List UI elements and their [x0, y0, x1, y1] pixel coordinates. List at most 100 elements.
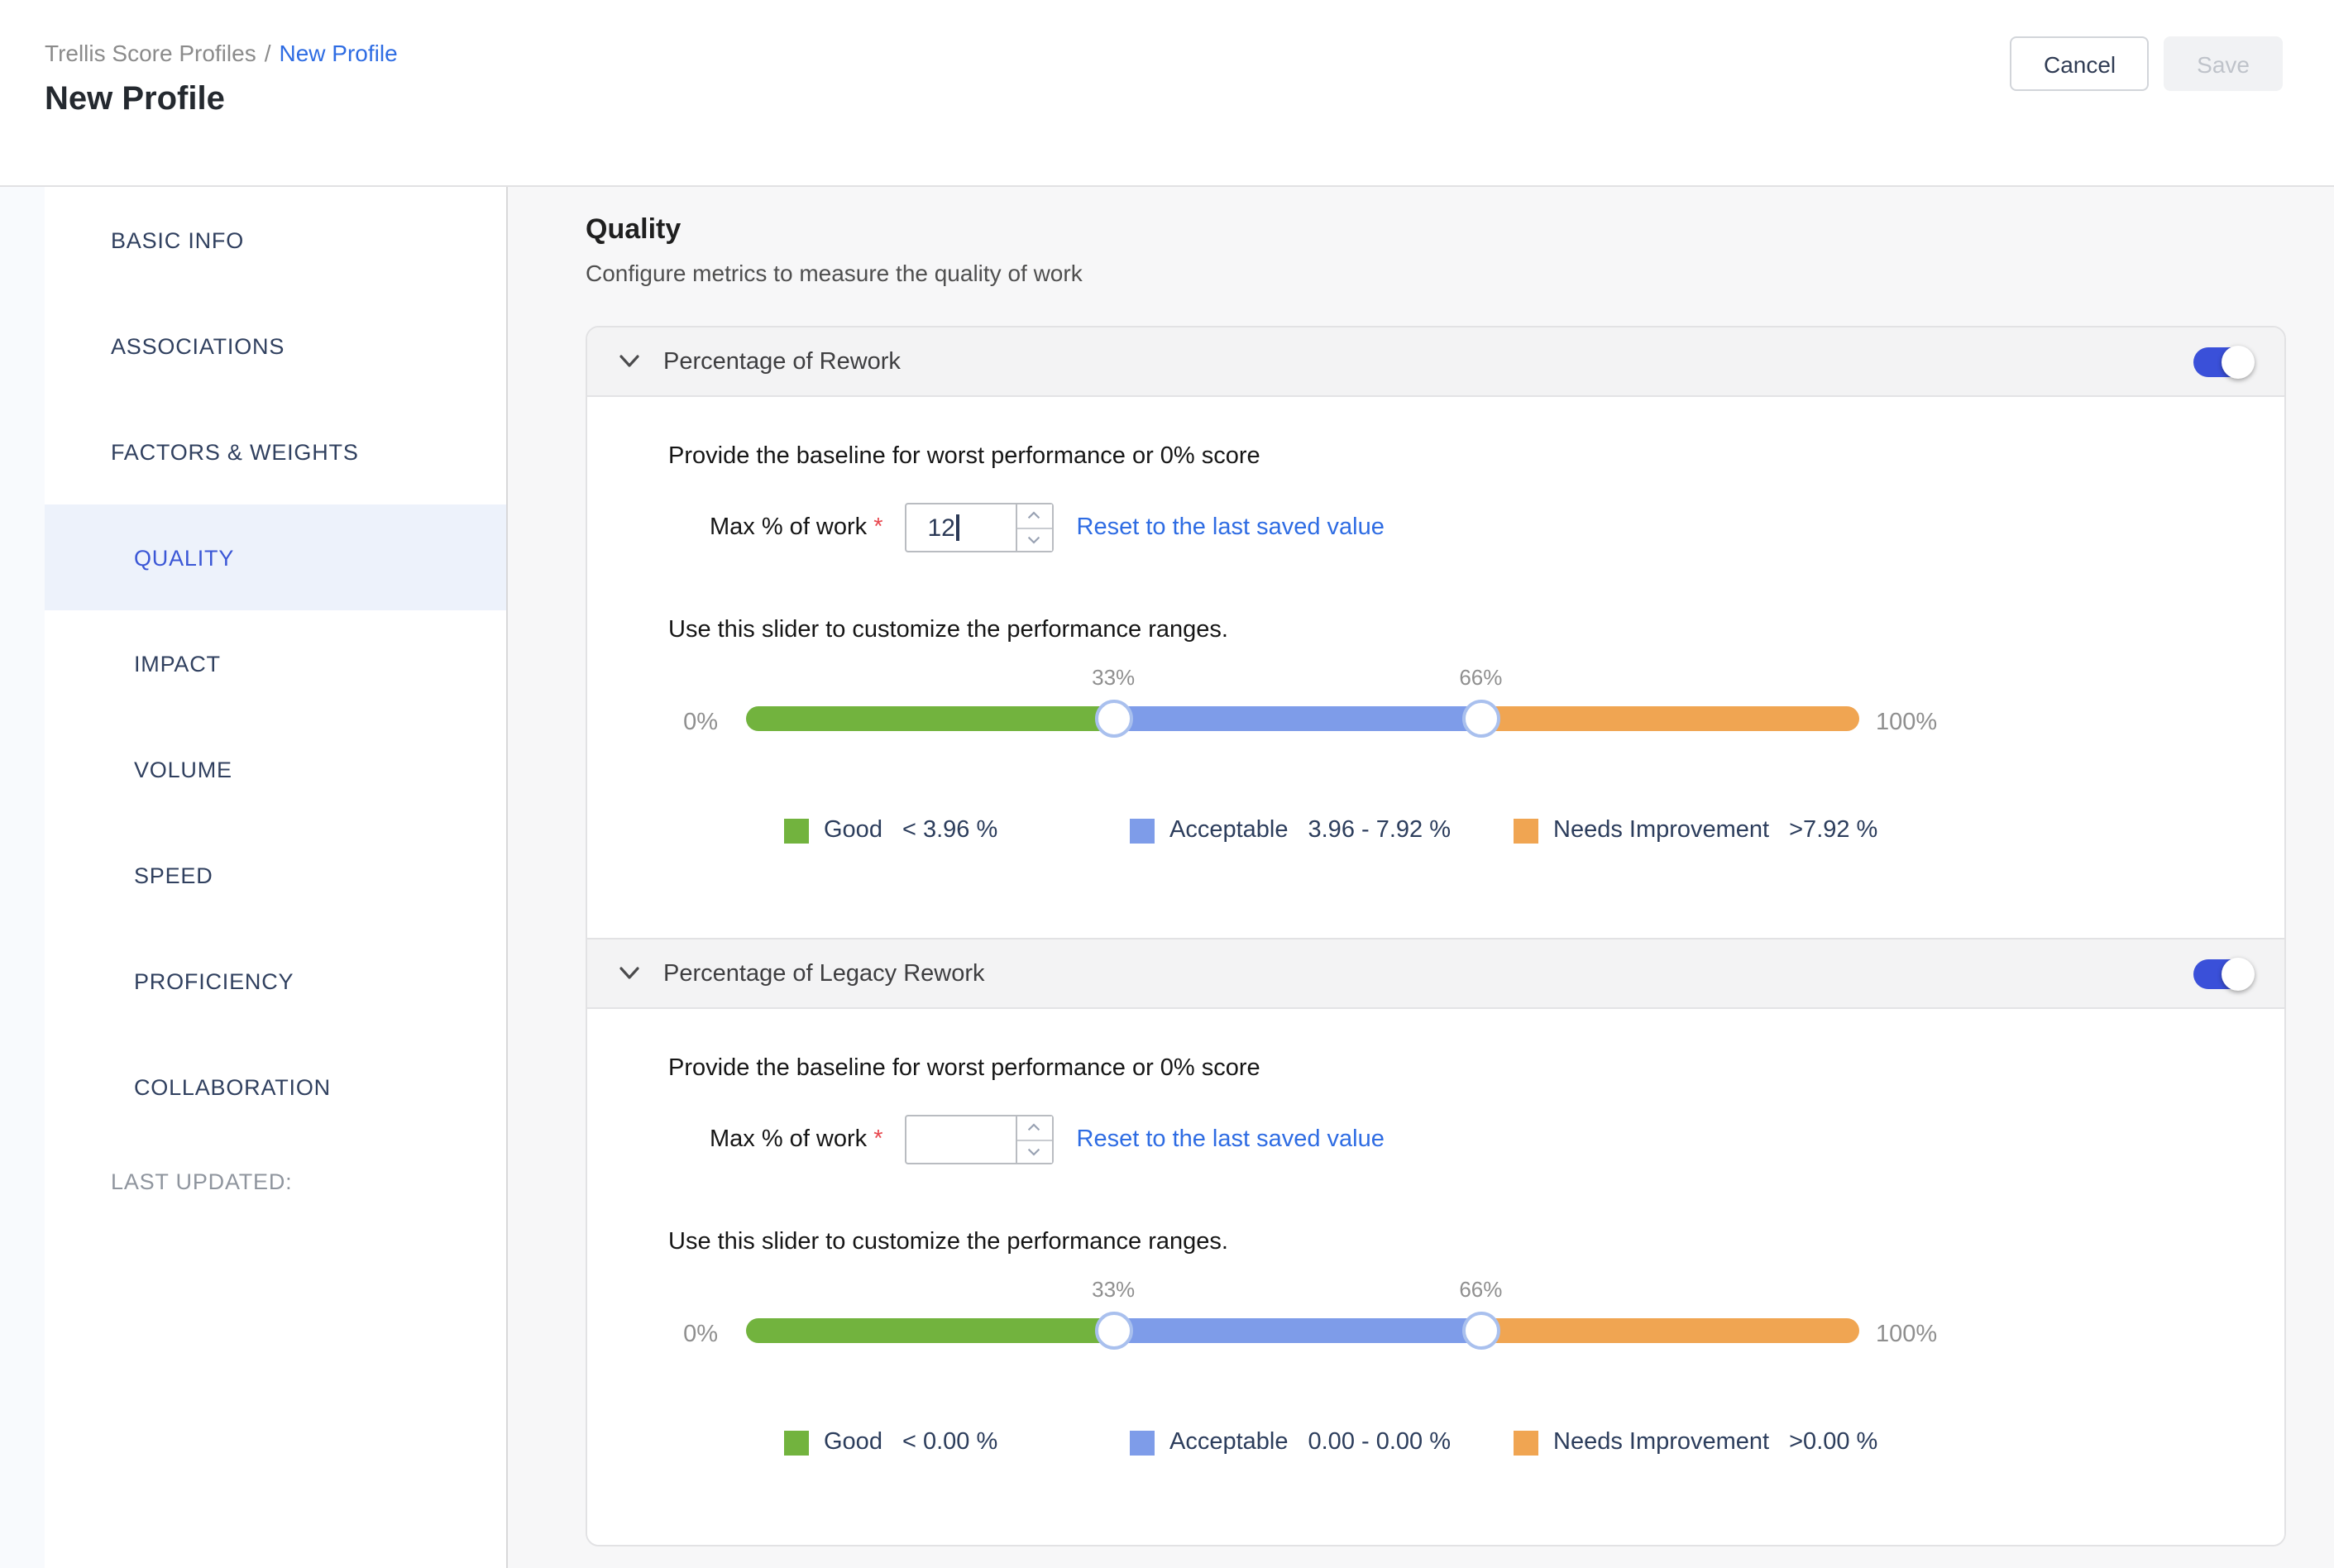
sidebar-item-volume[interactable]: VOLUME: [134, 757, 232, 782]
legend-label: Good: [824, 1429, 882, 1456]
legend-item-acceptable: Acceptable 0.00 - 0.00 %: [1130, 1429, 1451, 1456]
slider-handle-high[interactable]: [1461, 1312, 1500, 1350]
legend-range: >7.92 %: [1789, 817, 1878, 844]
chevron-down-icon: [619, 967, 639, 979]
slider-handle-high[interactable]: [1461, 700, 1500, 738]
text-cursor: [956, 514, 959, 541]
legend-item-good: Good < 0.00 %: [784, 1429, 997, 1456]
chevron-up-icon: [1028, 1123, 1040, 1131]
legend-range: < 0.00 %: [902, 1429, 998, 1456]
slider-threshold-low-label: 33%: [1092, 665, 1136, 690]
section-percentage-of-legacy-rework: Percentage of Legacy Rework Provide the …: [587, 938, 2284, 1545]
legend-item-acceptable: Acceptable 3.96 - 7.92 %: [1130, 817, 1451, 844]
spinner-down-button[interactable]: [1016, 1139, 1052, 1163]
content-row: BASIC INFO ASSOCIATIONS FACTORS & WEIGHT…: [0, 187, 2334, 1568]
performance-slider[interactable]: 33% 66%: [746, 1277, 1859, 1370]
legacy-rework-section-title: Percentage of Legacy Rework: [663, 960, 985, 987]
legend-item-good: Good < 3.96 %: [784, 817, 997, 844]
page-title: New Profile: [45, 81, 225, 117]
sidebar-item-impact[interactable]: IMPACT: [134, 651, 221, 676]
number-spinner: [1015, 1116, 1052, 1163]
baseline-instruction: Provide the baseline for worst performan…: [668, 443, 1260, 470]
legend-label: Needs Improvement: [1553, 817, 1770, 844]
slider-handle-low[interactable]: [1094, 1312, 1133, 1350]
rework-section-header[interactable]: Percentage of Rework: [587, 327, 2284, 397]
legacy-rework-toggle[interactable]: [2193, 957, 2255, 990]
cancel-button[interactable]: Cancel: [2010, 36, 2150, 91]
sidebar-item-quality[interactable]: QUALITY: [45, 504, 506, 610]
slider-max-label: 100%: [1876, 1322, 1938, 1348]
sidebar-item-factors-weights[interactable]: FACTORS & WEIGHTS: [111, 439, 359, 464]
sidebar: BASIC INFO ASSOCIATIONS FACTORS & WEIGHT…: [45, 187, 508, 1568]
quality-metrics-card: Percentage of Rework Provide the baselin…: [586, 326, 2286, 1546]
sidebar-item-associations[interactable]: ASSOCIATIONS: [111, 333, 285, 358]
max-percent-input[interactable]: 12: [904, 503, 1054, 552]
breadcrumb-separator: /: [264, 40, 271, 66]
chevron-down-icon: [1028, 1148, 1040, 1156]
slider-threshold-high-label: 66%: [1459, 1277, 1503, 1302]
performance-legend: Good < 0.00 % Acceptable 0.00 - 0.00 % N…: [668, 1429, 2284, 1459]
max-percent-value: [906, 1116, 1016, 1163]
last-updated-label: LAST UPDATED:: [111, 1169, 293, 1193]
reset-link[interactable]: Reset to the last saved value: [1076, 514, 1385, 541]
slider-track[interactable]: [746, 1318, 1859, 1343]
slider-track[interactable]: [746, 706, 1859, 731]
section-percentage-of-rework: Percentage of Rework Provide the baselin…: [587, 327, 2284, 938]
breadcrumb-root: Trellis Score Profiles: [45, 40, 256, 66]
chevron-down-icon: [619, 355, 639, 367]
legend-range: 0.00 - 0.00 %: [1308, 1429, 1452, 1456]
slider-segment-needs-improvement: [1480, 1318, 1859, 1343]
toggle-knob: [2222, 957, 2255, 990]
chevron-up-icon: [1028, 511, 1040, 519]
performance-slider[interactable]: 33% 66%: [746, 665, 1859, 758]
good-color-swatch: [784, 818, 809, 843]
section-page-subtitle: Configure metrics to measure the quality…: [586, 260, 1083, 286]
slider-instruction: Use this slider to customize the perform…: [668, 1229, 1228, 1255]
legend-item-needs-improvement: Needs Improvement >0.00 %: [1514, 1429, 1877, 1456]
slider-segment-needs-improvement: [1480, 706, 1859, 731]
spinner-up-button[interactable]: [1016, 1116, 1052, 1139]
legend-range: >0.00 %: [1789, 1429, 1878, 1456]
max-percent-field-row: Max % of work *: [668, 1115, 2284, 1164]
spinner-down-button[interactable]: [1016, 527, 1052, 551]
max-percent-label: Max % of work: [710, 1126, 868, 1153]
slider-threshold-high-label: 66%: [1459, 665, 1503, 690]
chevron-down-icon: [1028, 536, 1040, 544]
rework-toggle[interactable]: [2193, 345, 2255, 378]
performance-legend: Good < 3.96 % Acceptable 3.96 - 7.92 % N…: [668, 817, 2284, 847]
save-button[interactable]: Save: [2164, 36, 2283, 91]
legacy-rework-section-header[interactable]: Percentage of Legacy Rework: [587, 939, 2284, 1009]
spinner-up-button[interactable]: [1016, 504, 1052, 527]
legend-range: 3.96 - 7.92 %: [1308, 817, 1452, 844]
legend-label: Acceptable: [1169, 1429, 1289, 1456]
sidebar-item-collaboration[interactable]: COLLABORATION: [134, 1074, 331, 1099]
sidebar-item-basic-info[interactable]: BASIC INFO: [111, 227, 245, 252]
required-asterisk: *: [873, 1126, 883, 1153]
sidebar-item-proficiency[interactable]: PROFICIENCY: [134, 968, 294, 993]
baseline-instruction: Provide the baseline for worst performan…: [668, 1055, 1260, 1082]
legend-label: Needs Improvement: [1553, 1429, 1770, 1456]
rework-section-title: Percentage of Rework: [663, 348, 901, 375]
slider-segment-good: [746, 706, 1114, 731]
main-panel: Quality Configure metrics to measure the…: [508, 187, 2334, 1568]
slider-handle-low[interactable]: [1094, 700, 1133, 738]
slider-segment-acceptable: [1113, 706, 1481, 731]
max-percent-input[interactable]: [904, 1115, 1054, 1164]
slider-max-label: 100%: [1876, 710, 1938, 736]
slider-min-label: 0%: [683, 1322, 718, 1348]
legacy-rework-section-body: Provide the baseline for worst performan…: [587, 1009, 2284, 1545]
rework-section-body: Provide the baseline for worst performan…: [587, 397, 2284, 938]
slider-segment-good: [746, 1318, 1114, 1343]
legend-range: < 3.96 %: [902, 817, 998, 844]
breadcrumb-current-link[interactable]: New Profile: [279, 40, 398, 66]
needs-improvement-color-swatch: [1514, 1430, 1538, 1455]
max-percent-label: Max % of work: [710, 514, 868, 541]
legend-item-needs-improvement: Needs Improvement >7.92 %: [1514, 817, 1877, 844]
required-asterisk: *: [873, 514, 883, 541]
acceptable-color-swatch: [1130, 818, 1155, 843]
sidebar-item-speed[interactable]: SPEED: [134, 863, 213, 887]
breadcrumb: Trellis Score Profiles / New Profile: [45, 40, 2334, 66]
toggle-knob: [2222, 345, 2255, 378]
reset-link[interactable]: Reset to the last saved value: [1076, 1126, 1385, 1153]
